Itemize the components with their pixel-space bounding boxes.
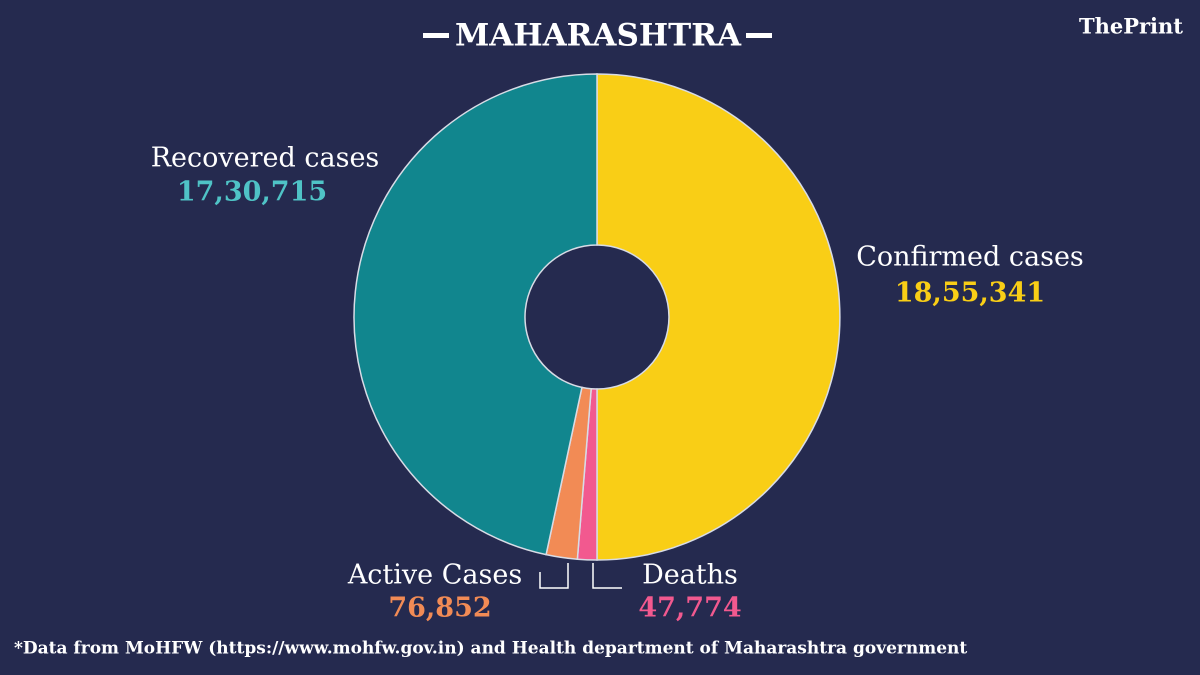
chart-title: MAHARASHTRA [455,18,742,54]
slice-label: Recovered cases [151,143,380,174]
slice-label: Active Cases [347,560,522,591]
value-label: 18,55,341 [895,278,1045,309]
slice [353,73,598,556]
connector [539,563,569,589]
brand: ThePrint [1079,14,1183,39]
slice [596,73,841,561]
slice-label: Confirmed cases [856,242,1084,273]
title-dash [746,33,772,38]
value-label: 76,852 [388,593,491,624]
slice-label: Deaths [642,560,738,591]
value-label: 47,774 [638,593,741,624]
value-label: 17,30,715 [177,177,327,208]
title-dash [423,33,449,38]
source-note: *Data from MoHFW (https://www.mohfw.gov.… [14,639,967,659]
connector [592,563,622,589]
